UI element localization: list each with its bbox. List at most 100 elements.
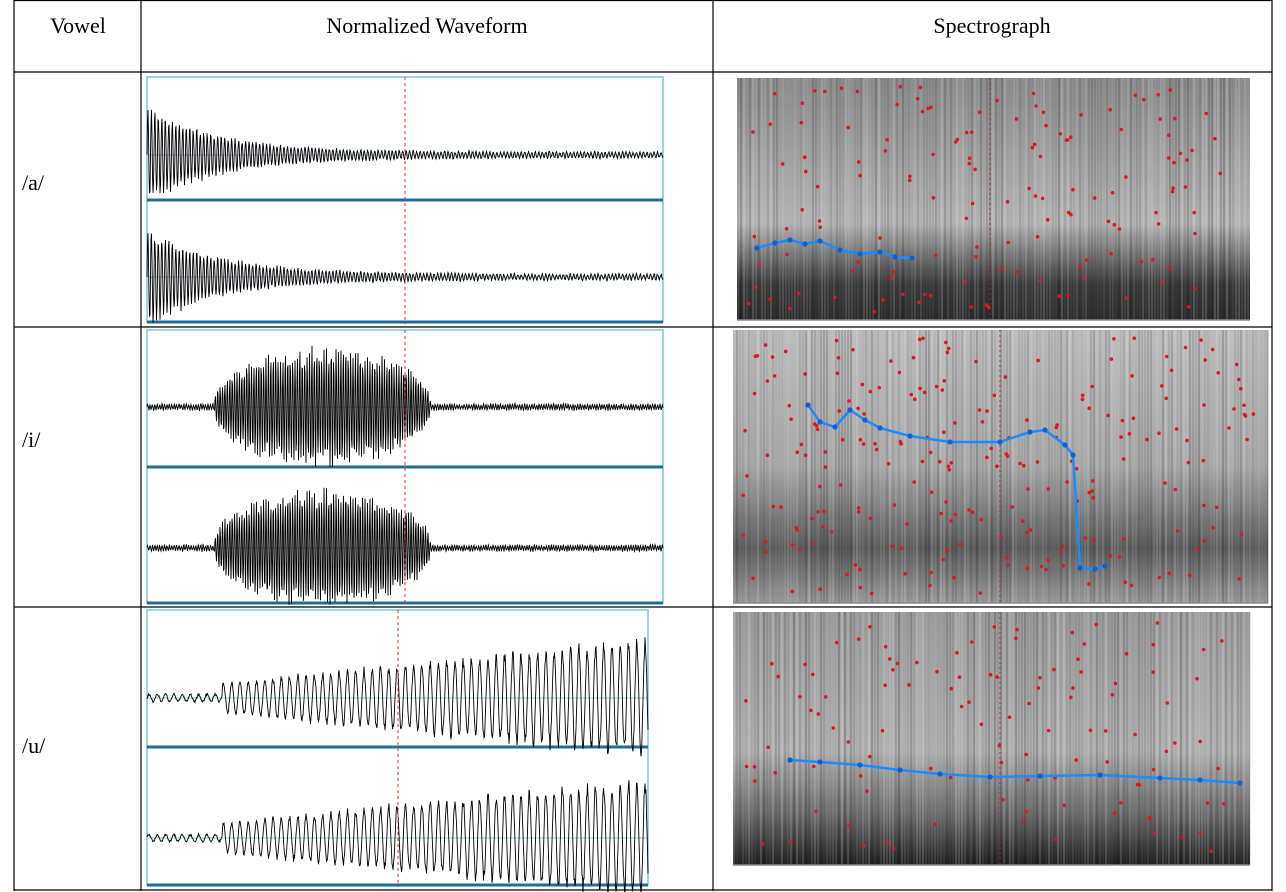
spectrogram-texture	[1247, 78, 1249, 320]
spectrogram-texture	[763, 612, 765, 865]
spectrogram-texture	[772, 612, 774, 865]
formant-dot	[922, 390, 927, 395]
pitch-point	[862, 417, 868, 423]
spectrogram-texture	[751, 330, 753, 603]
spectrogram-texture	[958, 612, 960, 865]
spectrogram-texture	[1003, 612, 1005, 865]
spectrogram-texture	[1027, 612, 1029, 865]
formant-dot	[773, 91, 777, 96]
spectrogram-texture	[1126, 612, 1128, 865]
spectrogram-texture	[746, 78, 748, 320]
formant-dot	[855, 89, 860, 94]
spectrogram-texture	[1007, 78, 1009, 320]
formant-dot	[970, 201, 975, 206]
spectrogram-texture	[1228, 330, 1230, 603]
formant-dot	[768, 297, 773, 302]
spectrogram-texture	[758, 78, 760, 320]
formant-dot	[945, 350, 950, 355]
formant-dot	[913, 397, 917, 402]
spectrogram-texture	[790, 612, 792, 865]
formant-dot	[1058, 132, 1063, 136]
formant-dot	[832, 295, 837, 300]
formant-dot	[946, 346, 951, 351]
pitch-point	[1042, 427, 1048, 433]
formant-dot	[1112, 223, 1117, 227]
spectrogram-texture	[1244, 78, 1246, 320]
spectrogram-texture	[976, 330, 978, 603]
spectrogram-texture	[748, 330, 750, 603]
formant-dot	[1079, 670, 1083, 674]
spectrogram-texture	[1123, 330, 1125, 603]
spectrogram-texture	[760, 612, 762, 865]
spectrogram-texture	[928, 330, 930, 603]
spectrogram-texture	[1199, 78, 1201, 320]
pitch-point	[1102, 563, 1108, 569]
formant-dot	[979, 517, 983, 522]
header-cell: Vowel	[50, 13, 106, 38]
spectrogram-texture	[1214, 78, 1216, 320]
spectrogram-texture	[1174, 330, 1176, 603]
spectrogram-texture	[916, 612, 918, 865]
formant-dot	[1210, 347, 1215, 352]
formant-dot	[995, 675, 999, 679]
spectrogram-texture	[992, 78, 994, 320]
spectrogram-texture	[776, 78, 778, 320]
formant-dot	[1046, 558, 1050, 563]
formant-dot	[1044, 567, 1048, 572]
spectrogram-texture	[874, 612, 876, 865]
spectrogram-texture	[1208, 78, 1210, 320]
formant-dot	[1202, 403, 1206, 407]
formant-dot	[944, 500, 948, 504]
spectrogram-texture	[854, 78, 856, 320]
spectrogram-texture	[799, 330, 801, 603]
formant-dot	[815, 184, 820, 189]
spectrogram-texture	[1133, 78, 1135, 320]
spectrogram-texture	[1021, 330, 1023, 603]
formant-dot	[798, 695, 802, 699]
formant-dot	[1202, 503, 1206, 508]
spectrogram-texture	[1180, 330, 1182, 603]
formant-dot	[829, 530, 834, 534]
spectrogram-texture	[1121, 78, 1123, 320]
spectrogram-texture	[1132, 330, 1134, 603]
spectrogram-texture	[938, 78, 940, 320]
formant-dot	[1123, 580, 1128, 584]
formant-dot	[933, 822, 937, 827]
spectrogram-texture	[895, 330, 897, 603]
formant-dot	[754, 285, 758, 290]
formant-dot	[1121, 457, 1126, 461]
formant-dot	[797, 291, 801, 296]
spectrogram-texture	[794, 78, 796, 320]
formant-dot	[1192, 286, 1197, 291]
formant-dot	[790, 543, 795, 547]
formant-dot	[1173, 487, 1178, 492]
spectrogram-texture	[1060, 612, 1062, 865]
spectrogram-texture	[862, 612, 864, 865]
formant-dot	[1046, 487, 1051, 491]
spectrogram-texture	[955, 330, 957, 603]
spectrogram-texture	[1055, 78, 1057, 320]
spectrogram-texture	[808, 612, 810, 865]
formant-dot	[1167, 133, 1171, 137]
formant-dot	[873, 442, 877, 446]
spectrogram-texture	[886, 612, 888, 865]
formant-dot	[1171, 186, 1175, 190]
spectrogram-texture	[1112, 78, 1114, 320]
spectrogram-texture	[830, 78, 832, 320]
spectrogram-texture	[865, 612, 867, 865]
spectrogram-texture	[805, 330, 807, 603]
spectrogram-texture	[1172, 78, 1174, 320]
formant-dot	[946, 464, 951, 469]
formant-dot	[1090, 384, 1094, 389]
formant-dot	[823, 89, 827, 94]
formant-dot	[1164, 749, 1169, 754]
formant-dot	[1120, 418, 1125, 423]
formant-dot	[1038, 676, 1042, 680]
formant-dot	[1006, 240, 1010, 245]
spectrogram-texture	[764, 78, 766, 320]
formant-dot	[816, 712, 821, 716]
spectrogram-texture	[955, 612, 957, 865]
spectrogram-texture	[1174, 612, 1176, 865]
spectrogram-texture	[812, 78, 814, 320]
